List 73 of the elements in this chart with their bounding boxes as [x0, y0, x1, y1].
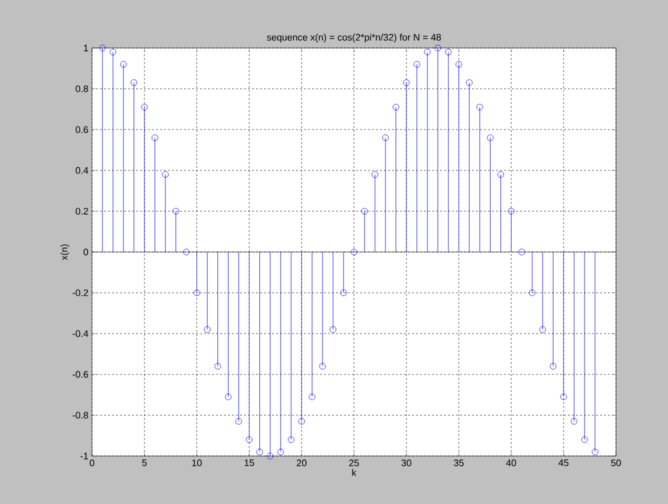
point — [256, 448, 263, 456]
point — [539, 326, 546, 333]
point — [120, 61, 127, 68]
x-tick-label: 15 — [244, 460, 254, 466]
y-tick-label: -0.8 — [72, 412, 88, 419]
point — [183, 248, 190, 256]
point — [152, 134, 158, 142]
y-axis-title: x(n) — [60, 244, 70, 260]
point — [518, 248, 525, 256]
y-tick-label: -0.2 — [72, 289, 88, 296]
y-tick-label: 1 — [84, 44, 88, 52]
point — [298, 418, 305, 425]
point — [162, 171, 169, 178]
point — [592, 448, 598, 456]
y-tick-label: -0.6 — [72, 371, 88, 378]
x-tick-label: 5 — [142, 460, 147, 466]
point — [403, 79, 410, 86]
point — [550, 362, 556, 370]
chart-title: sequence x(n) = cos(2*pi*n/32) for N = 48 — [266, 34, 441, 43]
point — [560, 394, 567, 400]
y-tick-label: 0.8 — [76, 85, 88, 92]
point — [570, 418, 578, 425]
point — [330, 326, 336, 333]
point — [141, 104, 148, 110]
x-tick-label: 10 — [192, 460, 202, 466]
point — [194, 290, 200, 296]
y-tick-label: 0.6 — [76, 126, 88, 133]
point — [476, 104, 484, 110]
x-tick-label: 0 — [90, 460, 94, 466]
point — [361, 208, 368, 214]
x-tick-label: 25 — [349, 460, 359, 466]
point — [350, 248, 358, 256]
point — [288, 436, 294, 443]
y-tick-label: 0 — [84, 248, 88, 256]
y-tick-label: 0.4 — [76, 167, 88, 174]
x-tick-label: 30 — [402, 460, 412, 466]
x-tick-label: 40 — [506, 460, 516, 466]
point — [246, 436, 252, 443]
point — [130, 79, 138, 86]
point — [235, 418, 242, 425]
point — [414, 61, 420, 68]
point — [581, 436, 588, 443]
point — [99, 44, 106, 52]
point — [277, 448, 284, 456]
point — [340, 290, 347, 296]
x-tick-label: 45 — [558, 460, 568, 466]
point — [214, 362, 222, 370]
point — [424, 48, 431, 56]
point — [445, 48, 452, 56]
y-tick-label: -0.4 — [72, 330, 88, 337]
point — [372, 171, 378, 178]
point — [172, 208, 180, 214]
point — [224, 394, 232, 400]
point — [466, 79, 473, 86]
point — [508, 208, 514, 214]
point — [497, 171, 504, 178]
point — [528, 290, 536, 296]
point — [110, 48, 116, 56]
point — [382, 134, 389, 142]
x-tick-label: 50 — [611, 460, 621, 466]
point — [308, 394, 316, 400]
x-tick-label: 35 — [454, 460, 464, 466]
x-tick-label: 20 — [296, 460, 306, 466]
x-axis-title: k — [352, 469, 356, 476]
point — [204, 326, 211, 333]
point — [392, 104, 400, 110]
point — [319, 362, 326, 370]
point — [456, 61, 462, 68]
point — [434, 44, 442, 52]
point — [486, 134, 494, 142]
y-tick-label: -1 — [80, 452, 88, 460]
point — [266, 452, 274, 460]
y-tick-label: 0.2 — [76, 208, 88, 215]
